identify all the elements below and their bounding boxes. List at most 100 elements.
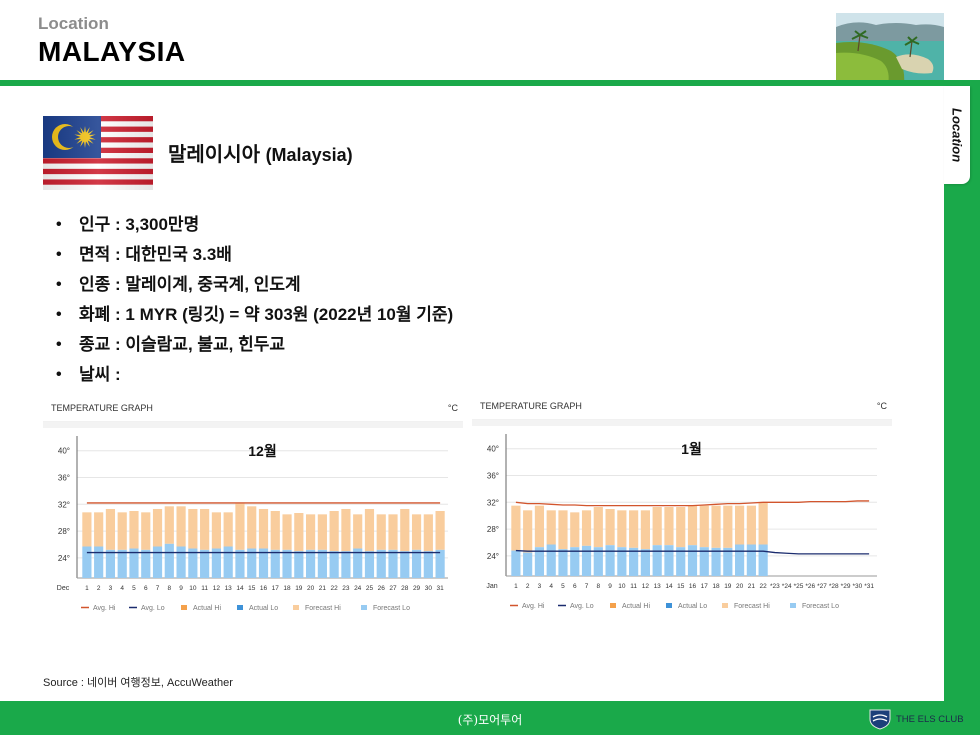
bar-lo: [676, 547, 686, 576]
bar-lo: [82, 546, 92, 578]
fact-label: 종교: [79, 335, 111, 354]
x-tick-label: 18: [283, 585, 291, 592]
x-tick-label: *27: [817, 583, 827, 590]
bar-hi: [188, 508, 198, 549]
els-club-logo: THE ELS CLUB: [868, 705, 976, 731]
chart-header-band: [472, 420, 892, 426]
x-tick-label: 15: [677, 583, 685, 590]
bar-hi: [699, 505, 709, 548]
bar-lo: [247, 548, 257, 578]
bar-lo: [353, 548, 363, 578]
x-tick-label: 20: [736, 583, 744, 590]
bar-hi: [152, 508, 163, 547]
bar-hi: [605, 509, 615, 546]
bar-hi: [423, 514, 433, 552]
fact-population: 인구 : 3,300만명: [46, 210, 453, 240]
legend-swatch: [237, 605, 243, 610]
bar-hi: [570, 512, 580, 548]
bar-lo: [176, 546, 186, 578]
legend-label: Avg. Hi: [522, 603, 545, 610]
x-tick-label: 26: [378, 585, 386, 592]
bar-hi: [523, 510, 533, 553]
fact-ethnicity: 인종 : 말레이계, 중국계, 인도계: [46, 270, 453, 300]
x-tick-label: 6: [144, 585, 148, 592]
x-tick-label: 11: [630, 583, 637, 590]
x-tick-label: 30: [425, 585, 433, 592]
fact-label: 날씨: [79, 365, 111, 384]
x-tick-label: 12: [213, 585, 221, 592]
x-tick-label: 8: [596, 583, 600, 590]
bar-lo: [258, 548, 269, 578]
legend-label: Actual Lo: [249, 605, 278, 612]
bar-lo: [200, 549, 210, 578]
bar-hi: [164, 506, 174, 544]
bar-lo: [235, 549, 245, 578]
x-tick-label: 14: [665, 583, 673, 590]
bar-lo: [652, 545, 662, 576]
bar-lo: [435, 549, 445, 578]
bar-lo: [711, 547, 721, 576]
bar-hi: [317, 514, 327, 550]
legend-label: Forecast Hi: [734, 603, 770, 610]
x-tick-label: 8: [167, 585, 171, 592]
bar-lo: [523, 552, 533, 576]
bar-hi: [593, 506, 603, 548]
bar-hi: [200, 508, 210, 550]
bar-lo: [558, 549, 568, 576]
x-tick-label: 19: [295, 585, 303, 592]
bar-hi: [82, 512, 92, 547]
country-heading: 말레이시아 (Malaysia): [168, 138, 353, 167]
avg-lo-line: [515, 549, 870, 555]
temperature-chart-dec: TEMPERATURE GRAPH °C 40° 36° 32° 28° 24° 12월 1 2 3…: [43, 396, 463, 622]
x-tick-label: 17: [701, 583, 709, 590]
fact-label: 인구: [79, 215, 111, 234]
x-tick-label: *28: [829, 583, 839, 590]
bar-hi: [629, 510, 639, 548]
x-tick-label: 21: [748, 583, 756, 590]
bar-hi: [400, 508, 410, 552]
bar-lo: [152, 546, 163, 578]
x-month-label: Jan: [486, 583, 497, 590]
bar-lo: [329, 551, 339, 578]
chart-title: 12월: [248, 443, 276, 459]
bar-lo: [341, 551, 351, 578]
chart-panel-title: TEMPERATURE GRAPH: [51, 403, 153, 413]
side-tab-label: Location: [949, 107, 965, 163]
bar-hi: [558, 510, 568, 550]
bar-hi: [640, 510, 650, 550]
temperature-chart-jan: TEMPERATURE GRAPH °C 40° 36° 32° 28° 24° 1월 1 2 3 4…: [472, 394, 892, 620]
country-name-ko: 말레이시아: [168, 144, 260, 166]
legend-label: Avg. Hi: [93, 605, 116, 612]
x-tick-label: *23: [770, 583, 780, 590]
bar-hi: [746, 505, 756, 545]
source-note: Source : 네이버 여행정보, AccuWeather: [43, 677, 233, 689]
bar-hi: [105, 508, 116, 550]
x-tick-label: 25: [366, 585, 374, 592]
x-tick-label: 13: [225, 585, 233, 592]
side-tab: [944, 86, 970, 184]
x-tick-label: *26: [805, 583, 815, 590]
fact-label: 화폐: [79, 305, 111, 324]
x-tick-label: 13: [654, 583, 662, 590]
legend-label: Actual Hi: [193, 605, 221, 612]
bar-lo: [270, 549, 280, 578]
bar-lo: [546, 544, 556, 576]
legend-label: Forecast Lo: [373, 605, 410, 612]
x-tick-label: 12: [642, 583, 650, 590]
fact-value: 1 MYR (링깃) = 약 303원 (2022년 10월 기준): [125, 305, 454, 324]
fact-label: 인종: [79, 275, 111, 294]
bar-lo: [164, 543, 174, 578]
x-tick-label: 9: [179, 585, 183, 592]
country-name-en: (Malaysia): [265, 145, 353, 165]
y-tick-label: 28°: [487, 525, 499, 534]
bar-lo: [570, 547, 580, 576]
legend-swatch: [722, 603, 728, 608]
bar-hi: [364, 508, 375, 552]
x-tick-label: 23: [342, 585, 350, 592]
chart-header-band: [43, 422, 463, 428]
x-tick-label: 7: [585, 583, 589, 590]
x-tick-label: 3: [109, 585, 113, 592]
bar-lo: [306, 549, 316, 578]
x-tick-label: 2: [97, 585, 101, 592]
